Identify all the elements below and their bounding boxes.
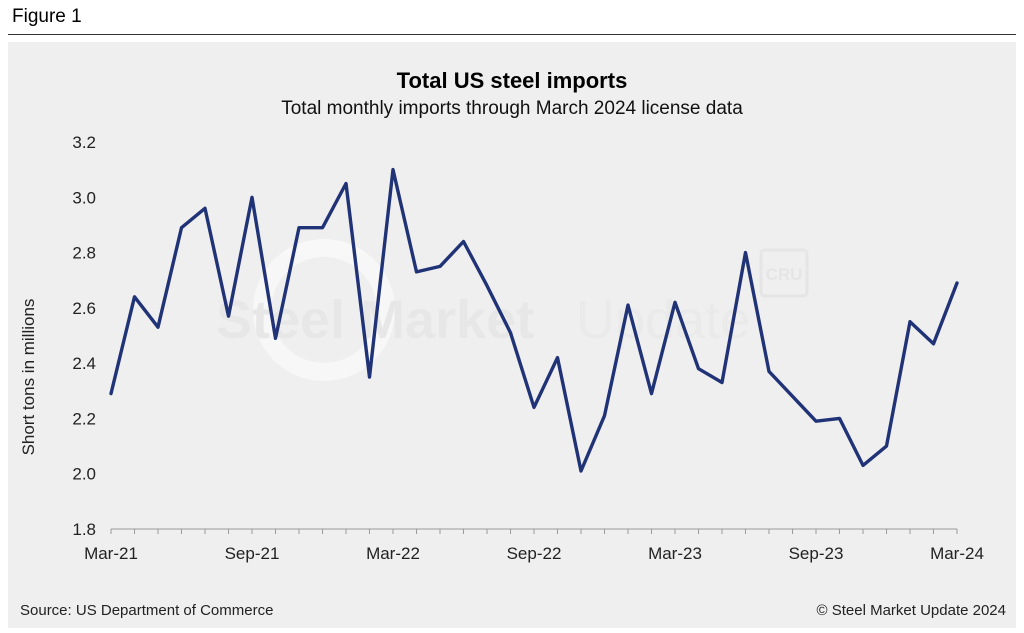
y-tick-label: 2.0 — [72, 465, 96, 484]
y-tick-label: 3.2 — [72, 133, 96, 152]
x-tick-label: Sep-23 — [789, 544, 844, 563]
source-note: Source: US Department of Commerce — [20, 602, 274, 619]
series-line — [109, 167, 959, 473]
x-tick-label: Mar-22 — [366, 544, 420, 563]
x-tick-label: Mar-24 — [930, 544, 984, 563]
y-tick-label: 2.4 — [72, 354, 96, 373]
chart-title: Total US steel imports — [396, 68, 628, 93]
watermark-badge-text: CRU — [766, 265, 803, 284]
watermark-badge — [759, 248, 809, 298]
tick-labels: 3.2 3.0 2.8 2.6 2.4 2.2 2.0 1.8 Mar-21 Sep-21 Mar-… — [72, 133, 984, 563]
y-tick-label: 2.2 — [72, 409, 96, 428]
y-axis-label: Short tons in millions — [19, 298, 38, 456]
y-tick-label: 2.6 — [72, 299, 96, 318]
watermark-text-light: Update — [576, 290, 750, 350]
x-tick-label: Sep-22 — [507, 544, 562, 563]
x-tick-label: Mar-23 — [648, 544, 702, 563]
y-tick-label: 1.8 — [72, 520, 96, 539]
y-tick-label: 2.8 — [72, 244, 96, 263]
x-tick-label: Sep-21 — [225, 544, 280, 563]
chart-subtitle: Total monthly imports through March 2024… — [281, 98, 743, 119]
figure-label: Figure 1 — [12, 6, 82, 27]
watermark: Steel Market Update CRU — [216, 239, 809, 381]
line-chart: Steel Market Update CRU 3.2 3.0 2.8 2.6 2.4 2… — [72, 133, 984, 563]
y-tick-label: 3.0 — [72, 188, 96, 207]
chart-axes — [110, 528, 958, 534]
x-tick-label: Mar-21 — [84, 544, 138, 563]
copyright-note: © Steel Market Update 2024 — [816, 602, 1007, 619]
figure-divider — [8, 34, 1016, 35]
chart-panel: Total US steel imports Total monthly imp… — [8, 42, 1016, 628]
watermark-ring — [253, 239, 395, 381]
